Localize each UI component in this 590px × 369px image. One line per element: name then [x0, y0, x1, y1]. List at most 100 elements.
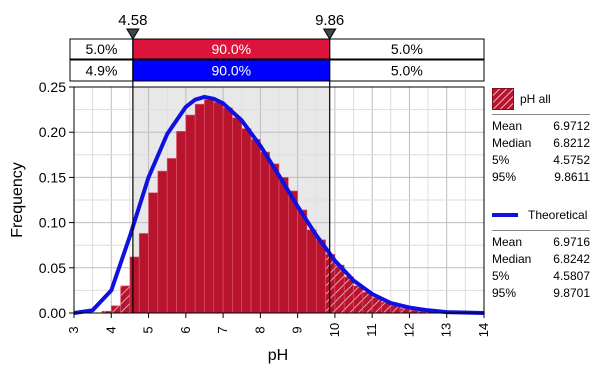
y-tick-label: 0.00: [39, 305, 66, 321]
x-axis-label: pH: [268, 347, 288, 364]
stat-value: 6.8212: [553, 136, 590, 150]
x-tick-label: 8: [252, 326, 267, 333]
histogram-bar: [306, 229, 317, 314]
theoretical-line-swatch: [492, 213, 518, 217]
x-tick-label: 11: [364, 323, 379, 337]
legend-panel: pH all Mean 6.9712 Median 6.8212 5% 4.5752 …: [492, 88, 590, 302]
marker-triangle-handle: [322, 28, 337, 40]
theoretical-point: [427, 309, 429, 312]
histogram-bar: [148, 192, 159, 314]
band-left-label: 4.9%: [85, 63, 117, 79]
theoretical-point: [352, 279, 355, 282]
stat-row: Mean 6.9716: [492, 234, 590, 251]
theoretical-stats: Mean 6.9716 Median 6.8242 5% 4.5807 95% 9.87…: [492, 234, 590, 302]
histogram-bar: [315, 239, 326, 314]
stat-row: Median 6.8212: [492, 135, 590, 152]
theoretical-point: [278, 174, 280, 177]
stat-row: 5% 4.5807: [492, 268, 590, 285]
theoretical-point: [147, 176, 150, 179]
histogram-bar: [222, 107, 233, 314]
marker-value-label: 4.58: [118, 12, 147, 29]
histogram-bar: [157, 170, 168, 314]
x-tick-label: 3: [66, 326, 81, 333]
theoretical-curve: [73, 94, 485, 315]
legend-label-theoretical: Theoretical: [528, 208, 588, 222]
stat-row: Median 6.8242: [492, 251, 590, 268]
stat-label: Mean: [492, 235, 523, 249]
histogram-bar: [232, 117, 243, 314]
histogram-bar: [194, 103, 205, 314]
histogram-bar: [334, 264, 345, 314]
histogram-bar: [288, 190, 298, 314]
x-tick-label: 6: [178, 326, 193, 333]
theoretical-point: [91, 309, 94, 312]
histogram-bar: [269, 163, 280, 314]
histogram-bar: [353, 285, 364, 314]
x-tick-label: 5: [141, 326, 156, 333]
stat-value: 4.5752: [553, 153, 590, 167]
band-middle-label: 90.0%: [211, 41, 251, 57]
stat-row: 95% 9.8611: [492, 169, 590, 186]
histogram-bar: [241, 128, 252, 314]
stat-row: 95% 9.8701: [492, 285, 590, 302]
histogram-bar: [343, 276, 354, 314]
theoretical-point: [110, 289, 113, 292]
histogram-bar: [204, 99, 215, 314]
histogram-bar: [176, 130, 187, 314]
legend-entry-theoretical[interactable]: Theoretical: [492, 204, 590, 226]
y-tick-label: 0.25: [39, 79, 66, 95]
band-middle-label: 90.0%: [211, 63, 251, 79]
stat-value: 9.8611: [554, 170, 590, 184]
stat-label: Mean: [492, 119, 523, 133]
theoretical-point: [315, 234, 318, 237]
x-tick-label: 10: [327, 323, 342, 337]
histogram-bar: [110, 305, 121, 314]
theoretical-point: [408, 306, 411, 309]
histogram-bar: [278, 177, 289, 314]
theoretical-point: [203, 96, 206, 98]
band-right-label: 5.0%: [391, 41, 423, 57]
x-tick-label: 9: [290, 326, 305, 333]
x-tick-label: 13: [439, 323, 454, 337]
stat-value: 9.8701: [553, 286, 590, 300]
theoretical-point: [185, 106, 187, 108]
marker-triangle-handle: [126, 28, 140, 40]
x-tick-label: 4: [103, 326, 118, 333]
theoretical-point: [166, 133, 168, 135]
histogram-bar: [250, 139, 261, 314]
band-left-label: 5.0%: [85, 41, 117, 57]
ph-all-stats: Mean 6.9712 Median 6.8212 5% 4.5752 95% 9.86…: [492, 118, 590, 186]
band-right-label: 5.0%: [391, 63, 423, 79]
theoretical-point: [259, 144, 262, 147]
theoretical-point: [334, 259, 336, 262]
ph-all-swatch: [492, 88, 514, 110]
theoretical-point: [240, 119, 243, 122]
stat-label: 5%: [492, 153, 510, 167]
stat-value: 6.8242: [553, 252, 590, 266]
y-axis-label: Frequency: [9, 162, 26, 238]
stat-row: 5% 4.5752: [492, 152, 590, 169]
theoretical-point: [212, 97, 215, 100]
histogram-bar: [120, 285, 131, 314]
theoretical-point: [222, 102, 224, 105]
theoretical-point: [129, 235, 131, 237]
stat-label: 95%: [492, 170, 517, 184]
stat-value: 4.5807: [553, 269, 590, 283]
stat-label: 95%: [492, 286, 517, 300]
legend-entry-ph-all[interactable]: pH all: [492, 88, 590, 110]
y-tick-label: 0.15: [39, 169, 66, 185]
histogram-bar: [213, 102, 224, 314]
theoretical-point: [445, 311, 448, 313]
histogram-bar: [129, 256, 140, 314]
x-tick-label: 12: [401, 323, 416, 337]
stat-value: 6.9712: [553, 119, 590, 133]
stat-label: 5%: [492, 269, 510, 283]
legend-divider: [492, 114, 590, 115]
histogram-bar: [260, 151, 270, 314]
stat-row: Mean 6.9712: [492, 118, 590, 135]
theoretical-point: [390, 302, 392, 304]
y-tick-label: 0.20: [39, 124, 66, 140]
theoretical-point: [371, 293, 373, 295]
histogram-bar: [297, 209, 308, 314]
